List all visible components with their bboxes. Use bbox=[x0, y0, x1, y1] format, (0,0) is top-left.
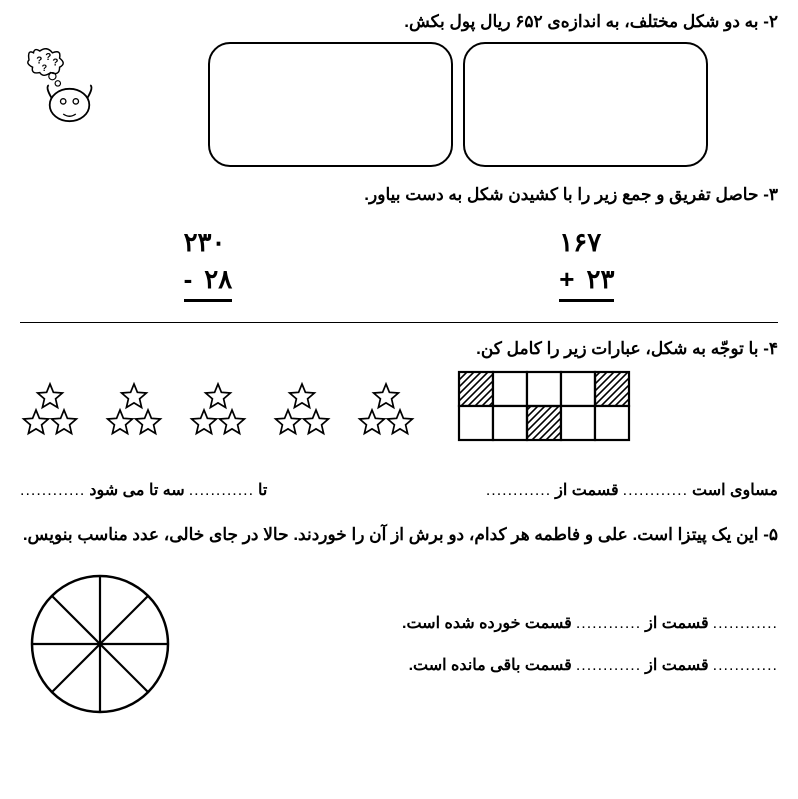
fill-text: قسمت باقی مانده است. bbox=[409, 655, 572, 675]
question-2: ۲- به دو شکل مختلف، به اندازه‌ی ۶۵۲ ریال… bbox=[20, 12, 778, 167]
fraction-grid bbox=[456, 369, 632, 448]
arith-num: ۲۳ bbox=[586, 264, 614, 294]
q5-body: ............ قسمت از ............ قسمت خ… bbox=[20, 564, 778, 724]
star-group bbox=[104, 381, 164, 441]
blank[interactable]: ............ bbox=[189, 482, 254, 500]
svg-text:?: ? bbox=[52, 57, 58, 68]
q5-line-1: ............ قسمت از ............ قسمت خ… bbox=[220, 613, 778, 633]
blank[interactable]: ............ bbox=[713, 657, 778, 675]
arith-top: ۱۶۷ bbox=[559, 227, 614, 258]
answer-box[interactable] bbox=[208, 42, 453, 167]
fill-left: ............ سه تا می شود ............ ت… bbox=[20, 480, 267, 500]
q4-prompt: ۴- با توجّه به شکل، عبارات زیر را کامل ک… bbox=[20, 339, 778, 359]
star-cluster-icon bbox=[272, 381, 332, 441]
arith-top: ۲۳۰ bbox=[184, 227, 233, 258]
answer-boxes bbox=[138, 42, 778, 167]
q3-body: ۲۳۰ -۲۸ ۱۶۷ +۲۳ bbox=[20, 227, 778, 302]
star-cluster-icon bbox=[104, 381, 164, 441]
question-4: ۴- با توجّه به شکل، عبارات زیر را کامل ک… bbox=[20, 339, 778, 500]
fill-text: قسمت خورده شده است. bbox=[402, 613, 572, 633]
section-separator bbox=[20, 322, 778, 323]
q3-prompt: ۳- حاصل تفریق و جمع زیر را با کشیدن شکل … bbox=[20, 185, 778, 205]
star-group bbox=[188, 381, 248, 441]
operator: - bbox=[184, 264, 193, 294]
star-group bbox=[356, 381, 416, 441]
star-group bbox=[20, 381, 80, 441]
q4-fill-row: ............ سه تا می شود ............ ت… bbox=[20, 480, 778, 500]
fill-text: سه تا می شود bbox=[89, 480, 184, 500]
blank[interactable]: ............ bbox=[20, 482, 85, 500]
question-3: ۳- حاصل تفریق و جمع زیر را با کشیدن شکل … bbox=[20, 185, 778, 302]
fill-text: قسمت از bbox=[645, 655, 709, 675]
arith-num: ۲۸ bbox=[204, 264, 232, 294]
star-cluster-icon bbox=[188, 381, 248, 441]
q2-body: ? ? ? ? bbox=[20, 42, 778, 167]
subtraction-problem: ۲۳۰ -۲۸ bbox=[184, 227, 233, 302]
fill-text: تا bbox=[258, 480, 267, 500]
star-group bbox=[272, 381, 332, 441]
thinking-character-icon: ? ? ? ? bbox=[20, 42, 110, 132]
star-cluster-icon bbox=[356, 381, 416, 441]
answer-box[interactable] bbox=[463, 42, 708, 167]
fill-text: قسمت از bbox=[555, 480, 619, 500]
star-cluster-icon bbox=[20, 381, 80, 441]
addition-problem: ۱۶۷ +۲۳ bbox=[559, 227, 614, 302]
arith-bottom: -۲۸ bbox=[184, 264, 233, 302]
stars-row bbox=[20, 381, 416, 441]
operator: + bbox=[559, 264, 574, 294]
blank[interactable]: ............ bbox=[486, 482, 551, 500]
pizza-icon bbox=[20, 564, 180, 724]
q5-lines: ............ قسمت از ............ قسمت خ… bbox=[220, 613, 778, 675]
fill-right: ............ قسمت از ............ مساوی … bbox=[486, 480, 778, 500]
arith-bottom: +۲۳ bbox=[559, 264, 614, 302]
grid-icon bbox=[456, 369, 632, 443]
question-5: ۵- این یک پیتزا است. علی و فاطمه هر کدام… bbox=[20, 518, 778, 724]
blank[interactable]: ............ bbox=[576, 657, 641, 675]
fill-text: قسمت از bbox=[645, 613, 709, 633]
blank[interactable]: ............ bbox=[623, 482, 688, 500]
svg-text:?: ? bbox=[42, 63, 48, 73]
q5-prompt: ۵- این یک پیتزا است. علی و فاطمه هر کدام… bbox=[20, 518, 778, 552]
blank[interactable]: ............ bbox=[713, 615, 778, 633]
q2-prompt: ۲- به دو شکل مختلف، به اندازه‌ی ۶۵۲ ریال… bbox=[20, 12, 778, 32]
svg-text:?: ? bbox=[45, 52, 51, 63]
q5-line-2: ............ قسمت از ............ قسمت ب… bbox=[220, 655, 778, 675]
fill-text: مساوی است bbox=[692, 480, 778, 500]
q4-body bbox=[20, 369, 778, 448]
blank[interactable]: ............ bbox=[576, 615, 641, 633]
